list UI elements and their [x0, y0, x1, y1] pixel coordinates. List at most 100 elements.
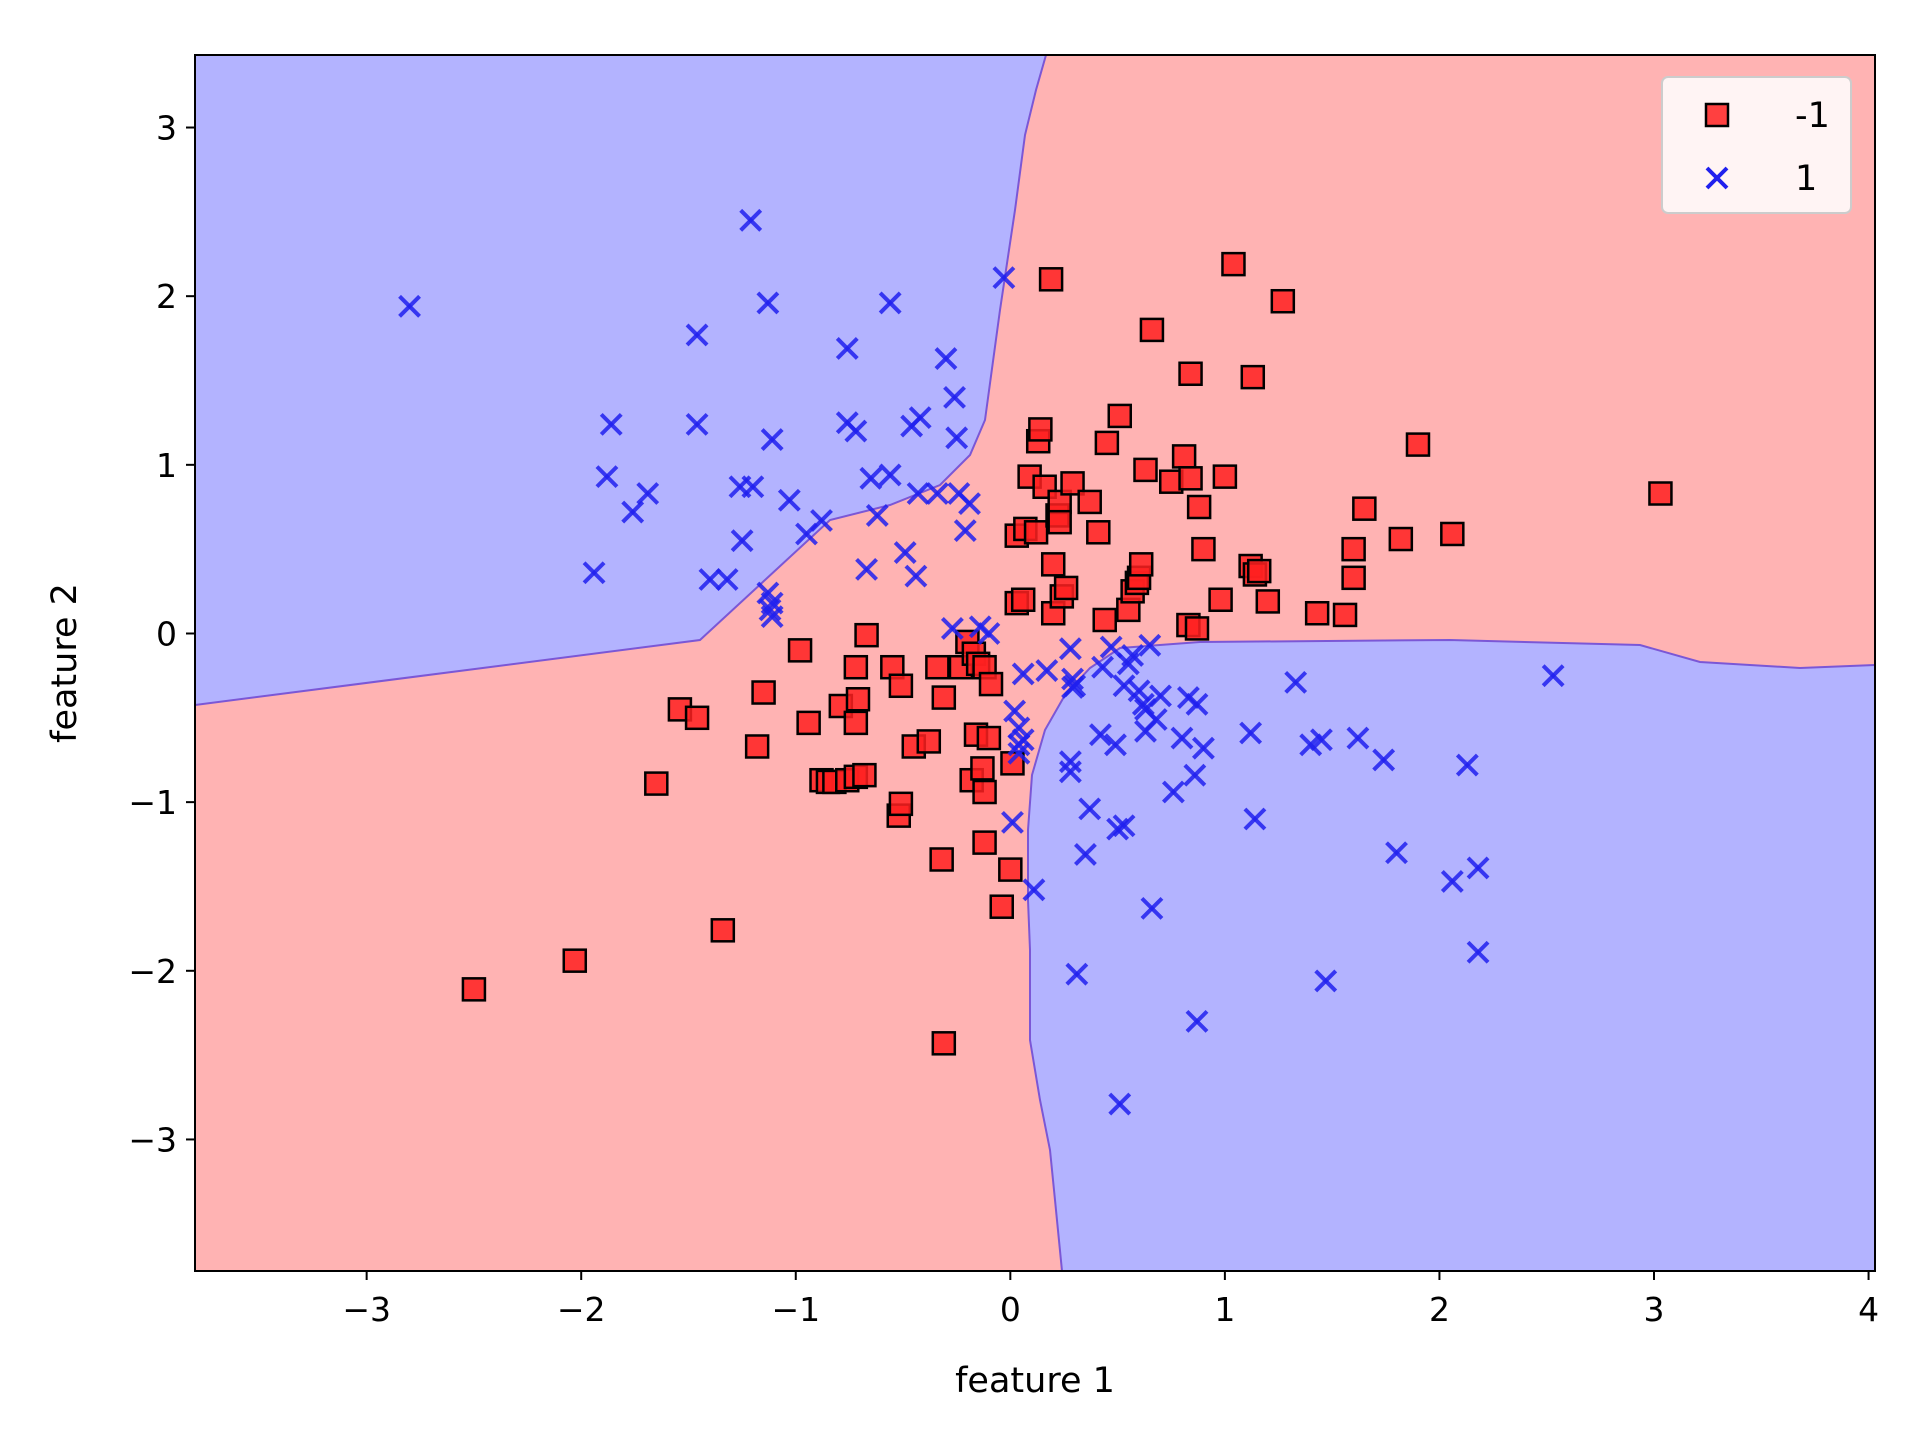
point-neg1-64	[1086, 520, 1111, 545]
point-pos1-99	[1440, 869, 1464, 893]
point-neg1-41	[929, 847, 954, 872]
legend-square-marker	[1704, 102, 1730, 128]
point-pos1-81	[1144, 708, 1168, 731]
series-pos1-points	[398, 208, 1565, 1116]
point-neg1-101	[1648, 481, 1673, 506]
region-class-1-top-left	[195, 55, 1046, 705]
point-neg1-86	[1221, 251, 1246, 277]
x-tick-label-0: −3	[342, 1290, 391, 1329]
series-neg1-points	[461, 251, 1673, 1056]
point-neg1-47	[1010, 587, 1036, 613]
x-tick-label-5: 2	[1429, 1290, 1450, 1329]
point-pos1-96	[1346, 726, 1370, 750]
point-pos1-15	[760, 428, 784, 451]
point-pos1-43	[958, 492, 981, 516]
legend-label-pos1: 1	[1795, 159, 1817, 199]
point-pos1-62	[1065, 962, 1089, 986]
point-pos1-57	[1061, 667, 1084, 691]
y-axis-label: feature 2	[45, 583, 85, 743]
point-pos1-52	[1011, 728, 1035, 752]
point-pos1-95	[1314, 969, 1338, 993]
point-pos1-69	[1106, 817, 1130, 841]
point-neg1-27	[931, 685, 957, 710]
point-pos1-22	[810, 509, 833, 532]
y-tick-label-3: 0	[156, 614, 177, 653]
point-pos1-64	[1078, 797, 1102, 821]
legend-label-neg1: -1	[1795, 96, 1830, 136]
point-pos1-3	[599, 412, 623, 436]
point-pos1-34	[908, 406, 932, 430]
point-pos1-7	[685, 412, 709, 436]
point-pos1-5	[636, 482, 660, 505]
point-neg1-26	[925, 654, 950, 680]
point-neg1-91	[1255, 589, 1281, 614]
x-axis-label: feature 1	[955, 1361, 1115, 1401]
point-pos1-53	[1001, 810, 1024, 834]
point-pos1-26	[855, 557, 878, 581]
point-neg1-55	[1040, 552, 1066, 577]
point-neg1-23	[888, 673, 914, 699]
point-pos1-1	[582, 561, 606, 585]
point-pos1-67	[1099, 635, 1123, 659]
point-neg1-85	[1212, 464, 1238, 489]
point-neg1-93	[1304, 600, 1330, 626]
point-pos1-80	[1140, 896, 1164, 920]
point-neg1-16	[852, 762, 877, 788]
point-pos1-102	[1466, 940, 1490, 964]
point-neg1-33	[978, 671, 1004, 697]
point-pos1-38	[940, 617, 964, 640]
point-pos1-23	[835, 337, 859, 360]
point-neg1-82	[1178, 361, 1203, 387]
decision-regions	[195, 55, 1875, 1271]
point-pos1-71	[1112, 814, 1136, 838]
point-neg1-25	[916, 729, 942, 754]
x-axis-ticks: −3 −2 −1 0 1 2 3 4	[342, 1271, 1879, 1329]
point-pos1-50	[1007, 741, 1031, 765]
point-neg1-63	[1077, 489, 1102, 515]
point-pos1-46	[992, 266, 1016, 290]
y-tick-label-2: −1	[128, 783, 177, 822]
boundary-line-bottom-right	[1027, 638, 1875, 1271]
point-neg1-96	[1341, 565, 1366, 591]
point-neg1-18	[845, 687, 871, 712]
point-neg1-10	[796, 710, 821, 736]
point-pos1-74	[1121, 643, 1145, 667]
point-neg1-20	[843, 654, 869, 680]
point-neg1-74	[1139, 317, 1165, 343]
point-neg1-7	[744, 734, 770, 759]
point-pos1-98	[1385, 841, 1408, 865]
point-pos1-83	[1161, 780, 1185, 804]
point-pos1-54	[1022, 878, 1046, 902]
y-axis-ticks: −3 −2 −1 0 1 2 3	[128, 109, 195, 1159]
point-neg1-90	[1240, 364, 1266, 390]
point-pos1-63	[1074, 843, 1097, 866]
point-pos1-65	[1089, 723, 1112, 747]
point-pos1-39	[943, 385, 966, 409]
x-tick-label-3: 0	[1000, 1290, 1021, 1329]
point-pos1-40	[945, 426, 969, 450]
point-pos1-87	[1185, 692, 1209, 716]
point-neg1-100	[1440, 521, 1465, 547]
point-pos1-35	[906, 482, 930, 505]
point-pos1-2	[595, 465, 619, 489]
point-pos1-27	[859, 466, 883, 490]
point-pos1-89	[1192, 736, 1215, 760]
point-pos1-19	[760, 605, 784, 629]
point-neg1-19	[843, 710, 869, 736]
x-tick-label-7: 4	[1858, 1290, 1879, 1329]
point-pos1-94	[1310, 728, 1333, 752]
point-pos1-6	[685, 323, 709, 347]
point-neg1-72	[1128, 552, 1154, 577]
point-pos1-45	[977, 622, 1001, 645]
point-neg1-2	[710, 918, 736, 943]
point-neg1-40	[888, 791, 914, 817]
region-class-1-bottom-right	[1028, 640, 1875, 1271]
point-neg1-4	[644, 771, 669, 796]
y-tick-label-1: −2	[128, 952, 177, 991]
point-neg1-0	[461, 977, 487, 1002]
point-neg1-99	[1405, 432, 1431, 457]
plot-frame	[194, 54, 1876, 1272]
point-neg1-45	[989, 894, 1014, 919]
point-neg1-42	[972, 830, 997, 855]
